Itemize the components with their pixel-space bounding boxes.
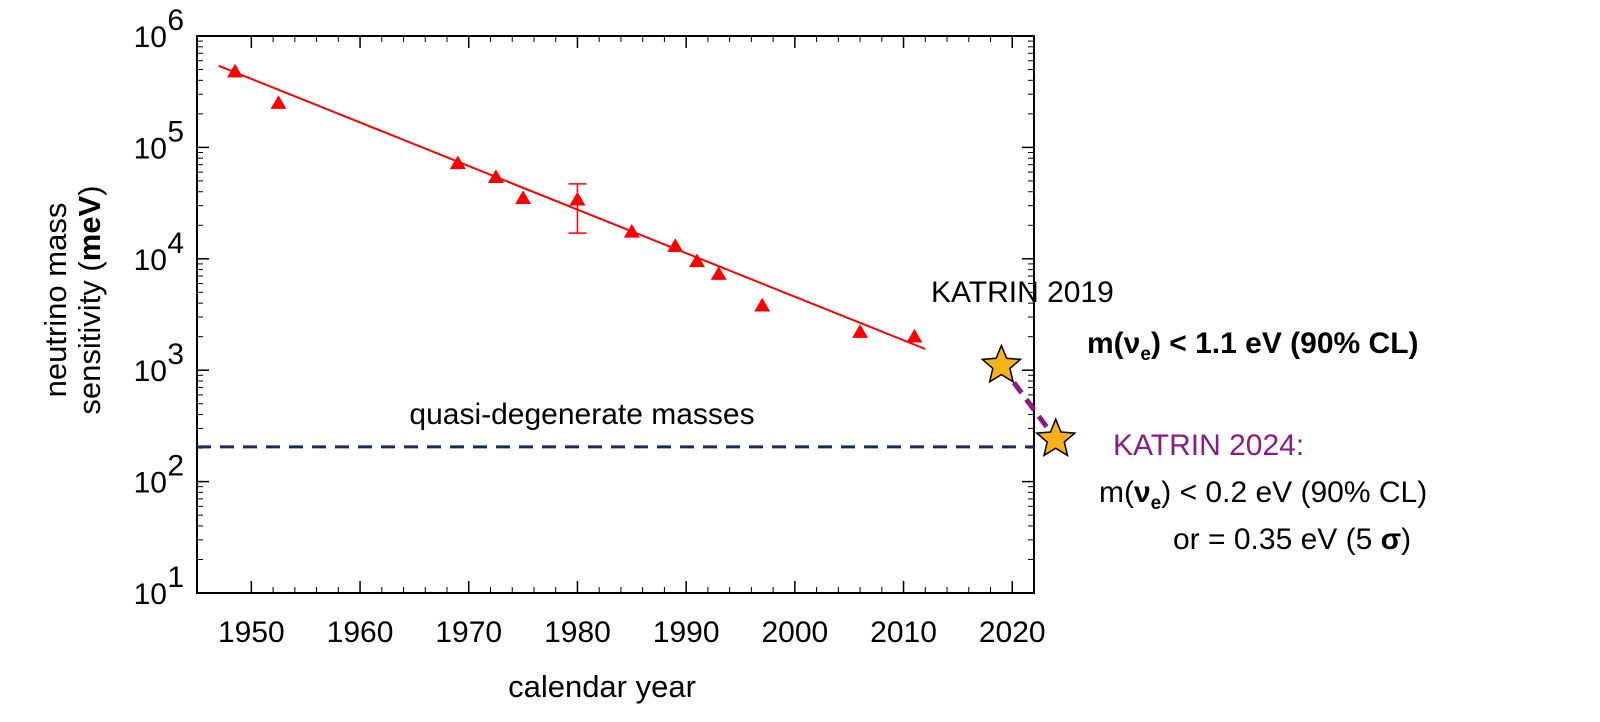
x-axis-ticks: 1950 1960 1970 1980 1990 2000 2010 2020 xyxy=(218,36,1046,649)
data-point-triangle xyxy=(449,155,466,170)
x-tick-label: 1970 xyxy=(435,616,502,649)
x-tick-label: 2000 xyxy=(761,616,828,649)
x-tick-label: 1950 xyxy=(218,616,285,649)
y-tick-label: 10 xyxy=(134,21,167,54)
katrin-link-line xyxy=(999,364,1058,441)
katrin2024-nu: ν xyxy=(1134,476,1151,509)
katrin2019-nu: ν xyxy=(1124,327,1141,360)
y-tick-exponent: 2 xyxy=(167,450,184,483)
data-point-triangle xyxy=(487,169,504,184)
data-point-triangle xyxy=(710,266,727,280)
y-axis-label-line2: sensitivity (meV) xyxy=(72,185,107,414)
y-tick-base: 10 xyxy=(134,578,167,611)
y-tick-label: 10 xyxy=(134,578,167,611)
y-tick-label: 10 xyxy=(134,467,167,500)
fit-line xyxy=(218,64,926,350)
y-tick-label: 10 xyxy=(134,244,167,277)
katrin2019-m: m( xyxy=(1087,327,1124,360)
katrin2024-sigma: σ xyxy=(1381,523,1402,556)
data-point-triangle xyxy=(667,238,684,252)
data-point-triangle xyxy=(754,297,771,312)
x-tick-label: 1980 xyxy=(544,616,611,649)
katrin2024-sigma-line: or = 0.35 eV (5 σ) xyxy=(1173,523,1411,556)
katrin2024-line2-prefix: or = 0.35 eV (5 xyxy=(1173,523,1381,556)
katrin2024-m: m( xyxy=(1099,476,1134,509)
data-point-triangle xyxy=(515,190,532,205)
y-tick-exponent: 5 xyxy=(167,115,184,148)
y-axis-label-unit: meV xyxy=(72,195,107,261)
fit-line-group xyxy=(218,64,926,350)
y-tick-base: 10 xyxy=(134,21,167,54)
data-point-triangle xyxy=(689,253,706,268)
katrin2024-result: m(νe) < 0.2 eV (90% CL) xyxy=(1099,476,1427,514)
y-tick-base: 10 xyxy=(134,132,167,165)
y-tick-exponent: 6 xyxy=(167,4,184,37)
katrin2019-result: m(νe) < 1.1 eV (90% CL) xyxy=(1087,327,1419,365)
data-points xyxy=(227,63,923,343)
x-tick-label: 1960 xyxy=(327,616,394,649)
x-axis-label: calendar year xyxy=(508,669,696,704)
katrin-star-marker xyxy=(980,343,1023,384)
x-tick-label: 2010 xyxy=(870,616,937,649)
y-tick-exponent: 1 xyxy=(167,561,184,594)
y-axis-label: neutrino mass sensitivity (meV) xyxy=(38,185,107,414)
katrin2019-title: KATRIN 2019 xyxy=(931,276,1114,309)
y-tick-exponent: 4 xyxy=(167,227,184,260)
y-axis-label-suffix: ) xyxy=(72,185,107,195)
katrin2024-title: KATRIN 2024: xyxy=(1113,429,1304,462)
x-tick-label: 2020 xyxy=(979,616,1046,649)
y-tick-label: 10 xyxy=(134,355,167,388)
y-tick-exponent: 3 xyxy=(167,338,184,371)
y-tick-base: 10 xyxy=(134,467,167,500)
x-tick-label: 1990 xyxy=(653,616,720,649)
katrin-star-marker xyxy=(1034,417,1077,457)
data-point-triangle xyxy=(623,223,640,238)
katrin2024-rest: ) < 0.2 eV (90% CL) xyxy=(1161,476,1427,509)
y-axis-label-prefix: sensitivity ( xyxy=(72,261,107,415)
y-tick-base: 10 xyxy=(134,244,167,277)
data-point-triangle xyxy=(906,328,923,343)
y-tick-label: 10 xyxy=(134,132,167,165)
y-tick-base: 10 xyxy=(134,355,167,388)
y-axis-label-line1: neutrino mass xyxy=(38,203,73,398)
katrin2019-sub: e xyxy=(1140,344,1151,365)
plot-frame xyxy=(196,35,1035,594)
katrin-points xyxy=(980,343,1077,457)
data-point-triangle xyxy=(852,324,869,338)
katrin2024-sub: e xyxy=(1151,493,1162,514)
reference-line-label: quasi-degenerate masses xyxy=(409,398,754,431)
data-point-triangle xyxy=(270,95,287,109)
katrin2019-rest: ) < 1.1 eV (90% CL) xyxy=(1151,327,1419,360)
data-point-triangle xyxy=(227,63,244,78)
katrin2024-line2-suffix: ) xyxy=(1401,523,1411,556)
data-point-triangle xyxy=(569,191,586,206)
